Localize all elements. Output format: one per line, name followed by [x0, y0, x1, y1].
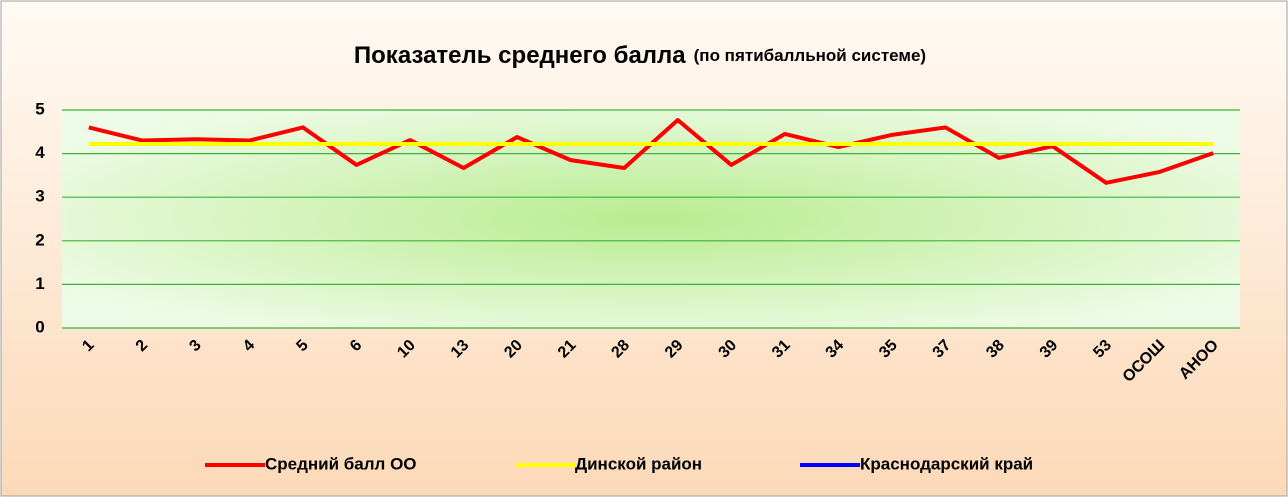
y-tick-label: 0 — [35, 317, 44, 336]
legend-label: Краснодарский край — [860, 454, 1033, 473]
chart-subtitle: (по пятибалльной системе) — [694, 46, 926, 65]
y-tick-label: 3 — [35, 187, 44, 206]
legend-label: Средний балл ОО — [265, 454, 417, 473]
y-tick-label: 1 — [35, 274, 44, 293]
chart-heading: Показатель среднего балла (по пятибалльно… — [354, 42, 926, 69]
y-tick-label: 4 — [35, 143, 45, 162]
legend-label: Динской район — [575, 454, 702, 473]
y-tick-label: 2 — [35, 230, 44, 249]
y-tick-label: 5 — [35, 99, 44, 118]
chart-title: Показатель среднего балла — [354, 42, 686, 69]
